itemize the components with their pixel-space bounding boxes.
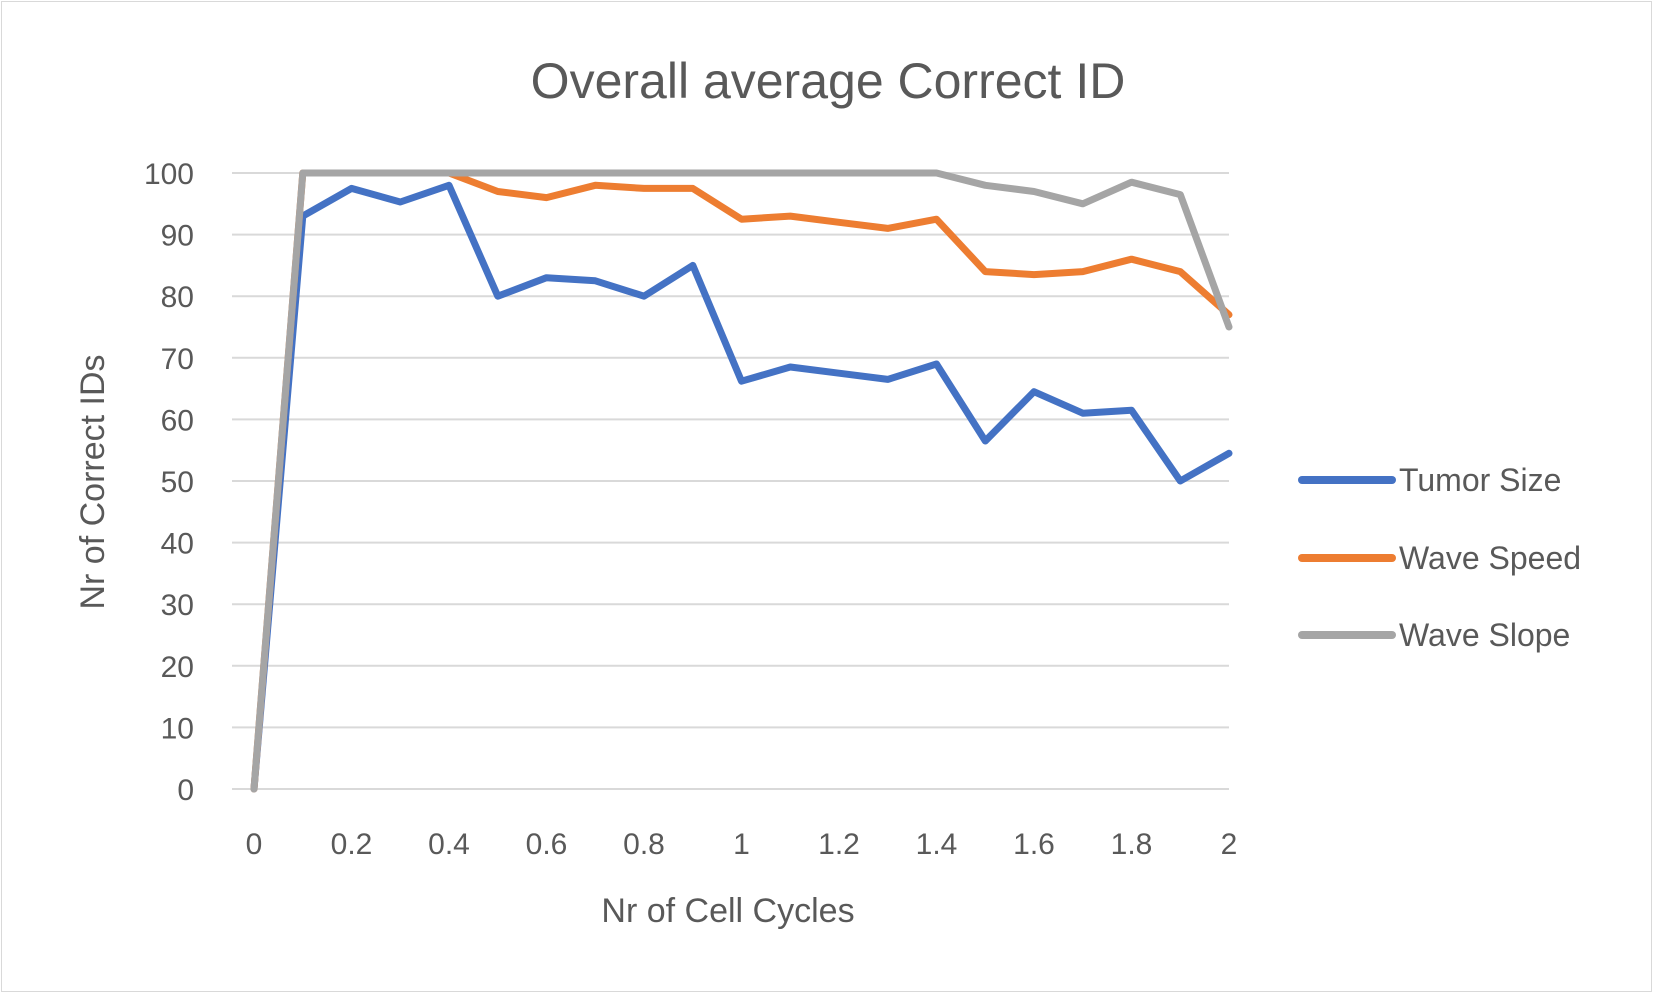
y-tick-label: 100 — [144, 158, 194, 191]
chart-title: Overall average Correct ID — [531, 53, 1126, 109]
x-axis-ticks: 0 0.2 0.4 0.6 0.8 1 1.2 1.4 1.6 1.8 2 — [246, 828, 1238, 861]
y-tick-label: 30 — [161, 589, 194, 622]
legend-item: Tumor Size — [1298, 462, 1561, 498]
y-axis-ticks: 0 10 20 30 40 50 60 70 80 90 100 — [144, 158, 194, 807]
x-tick-label: 1.2 — [818, 828, 860, 861]
x-tick-label: 0.2 — [331, 828, 373, 861]
y-tick-label: 60 — [161, 404, 194, 437]
y-axis-title: Nr of Correct IDs — [74, 354, 112, 609]
y-tick-label: 90 — [161, 220, 194, 253]
x-tick-label: 0 — [246, 828, 263, 861]
x-tick-label: 2 — [1221, 828, 1238, 861]
y-tick-label: 0 — [177, 774, 194, 807]
x-tick-label: 0.6 — [526, 828, 568, 861]
y-tick-label: 10 — [161, 712, 194, 745]
x-tick-label: 0.4 — [428, 828, 470, 861]
x-tick-label: 1.4 — [916, 828, 958, 861]
legend-label: Wave Speed — [1399, 540, 1581, 576]
y-tick-label: 80 — [161, 281, 194, 314]
x-tick-label: 1.6 — [1013, 828, 1055, 861]
series-line-wave-slope — [250, 169, 1233, 793]
legend-label: Tumor Size — [1399, 462, 1561, 498]
x-tick-label: 0.8 — [623, 828, 665, 861]
legend-label: Wave Slope — [1399, 617, 1570, 653]
x-axis-title: Nr of Cell Cycles — [601, 892, 854, 930]
y-tick-label: 40 — [161, 528, 194, 561]
data-series — [250, 169, 1233, 793]
x-tick-label: 1 — [733, 828, 750, 861]
y-tick-label: 70 — [161, 343, 194, 376]
series-line-tumor-size — [250, 181, 1233, 793]
x-tick-label: 1.8 — [1111, 828, 1153, 861]
y-tick-label: 20 — [161, 651, 194, 684]
legend-item: Wave Slope — [1298, 617, 1570, 653]
gridlines — [232, 172, 1229, 790]
legend: Tumor Size Wave Speed Wave Slope — [1298, 462, 1581, 653]
y-tick-label: 50 — [161, 466, 194, 499]
legend-item: Wave Speed — [1298, 540, 1581, 576]
